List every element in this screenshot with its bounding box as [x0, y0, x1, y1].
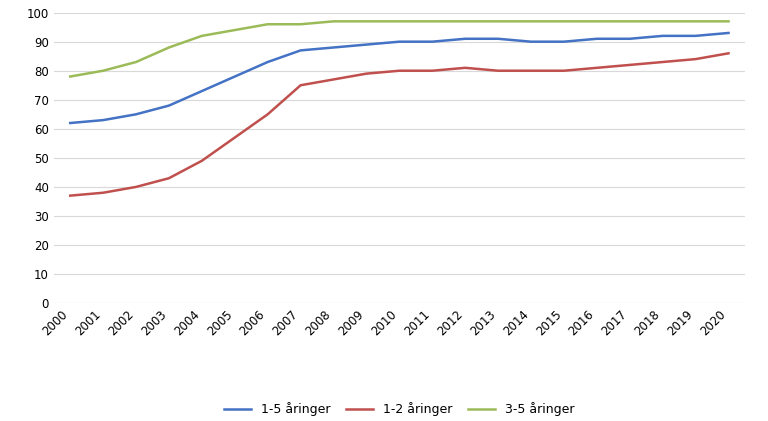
1-5 åringer: [362, 42, 371, 47]
1-5 åringer: [230, 74, 240, 79]
1-2 åringer: [65, 193, 74, 198]
1-2 åringer: [263, 112, 273, 117]
Line: 3-5 åringer: 3-5 åringer: [70, 21, 729, 77]
1-5 åringer: [428, 39, 437, 44]
3-5 åringer: [625, 19, 634, 24]
3-5 åringer: [526, 19, 535, 24]
1-5 åringer: [395, 39, 404, 44]
3-5 åringer: [691, 19, 700, 24]
1-5 åringer: [329, 45, 338, 50]
3-5 åringer: [428, 19, 437, 24]
1-5 åringer: [691, 33, 700, 38]
Line: 1-5 åringer: 1-5 åringer: [70, 33, 729, 123]
1-5 åringer: [197, 88, 207, 93]
1-5 åringer: [494, 36, 503, 41]
3-5 åringer: [164, 45, 174, 50]
Legend: 1-5 åringer, 1-2 åringer, 3-5 åringer: 1-5 åringer, 1-2 åringer, 3-5 åringer: [224, 402, 574, 416]
1-2 åringer: [98, 190, 108, 195]
3-5 åringer: [461, 19, 470, 24]
1-2 åringer: [428, 68, 437, 73]
3-5 åringer: [263, 22, 273, 27]
1-5 åringer: [131, 112, 141, 117]
1-2 åringer: [461, 65, 470, 70]
3-5 åringer: [65, 74, 74, 79]
1-5 åringer: [625, 36, 634, 41]
1-2 åringer: [131, 184, 141, 189]
3-5 åringer: [131, 59, 141, 64]
1-5 åringer: [724, 30, 733, 35]
3-5 åringer: [230, 27, 240, 32]
1-2 åringer: [362, 71, 371, 76]
1-2 åringer: [691, 56, 700, 61]
1-5 åringer: [65, 120, 74, 125]
1-5 åringer: [592, 36, 601, 41]
1-5 åringer: [263, 59, 273, 64]
1-5 åringer: [461, 36, 470, 41]
1-5 åringer: [559, 39, 568, 44]
3-5 åringer: [197, 33, 207, 38]
3-5 åringer: [724, 19, 733, 24]
1-2 åringer: [494, 68, 503, 73]
3-5 åringer: [362, 19, 371, 24]
1-2 åringer: [592, 65, 601, 70]
1-5 åringer: [98, 117, 108, 123]
1-2 åringer: [395, 68, 404, 73]
1-5 åringer: [296, 48, 305, 53]
1-5 åringer: [164, 103, 174, 108]
1-2 åringer: [625, 62, 634, 67]
1-2 åringer: [526, 68, 535, 73]
1-2 åringer: [164, 176, 174, 181]
3-5 åringer: [296, 22, 305, 27]
1-2 åringer: [329, 77, 338, 82]
1-2 åringer: [559, 68, 568, 73]
1-2 åringer: [658, 59, 667, 64]
3-5 åringer: [395, 19, 404, 24]
3-5 åringer: [98, 68, 108, 73]
1-5 åringer: [658, 33, 667, 38]
3-5 åringer: [658, 19, 667, 24]
1-5 åringer: [526, 39, 535, 44]
3-5 åringer: [559, 19, 568, 24]
3-5 åringer: [592, 19, 601, 24]
3-5 åringer: [329, 19, 338, 24]
Line: 1-2 åringer: 1-2 åringer: [70, 53, 729, 196]
1-2 åringer: [296, 83, 305, 88]
1-2 åringer: [197, 158, 207, 163]
3-5 åringer: [494, 19, 503, 24]
1-2 åringer: [724, 51, 733, 56]
1-2 åringer: [230, 135, 240, 140]
